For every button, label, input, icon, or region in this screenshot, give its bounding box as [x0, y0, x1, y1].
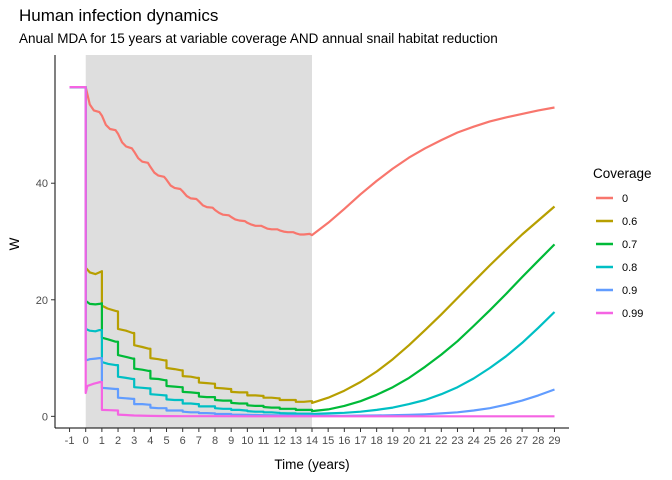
x-tick-label: 22: [435, 435, 447, 447]
x-tick-label: 14: [306, 435, 318, 447]
x-tick-label: 23: [451, 435, 463, 447]
x-axis-title: Time (years): [274, 457, 349, 472]
x-tick-label: 21: [419, 435, 431, 447]
x-tick-label: 0: [83, 435, 89, 447]
x-tick-label: 20: [403, 435, 415, 447]
series-layer: [69, 86, 556, 418]
x-tick-label: 28: [532, 435, 544, 447]
x-tick-label: 2: [115, 435, 121, 447]
y-tick-label: 40: [36, 178, 48, 190]
series-line-4: [69, 86, 555, 417]
y-tick-label: 20: [36, 295, 48, 307]
series-line-2: [69, 86, 556, 413]
chart-subtitle: Anual MDA for 15 years at variable cover…: [19, 31, 498, 46]
y-axis-title: W: [7, 237, 22, 250]
series-line-0: [69, 86, 555, 237]
x-tick-label: 16: [338, 435, 350, 447]
legend-label-2: 0.7: [622, 239, 637, 251]
x-tick-label: -1: [65, 435, 75, 447]
x-tick-label: 10: [241, 435, 253, 447]
x-tick-label: 29: [548, 435, 560, 447]
x-tick-label: 24: [468, 435, 480, 447]
x-tick-label: 25: [484, 435, 496, 447]
x-tick-label: 13: [290, 435, 302, 447]
legend-label-0: 0: [622, 193, 628, 205]
x-tick-label: 26: [500, 435, 512, 447]
x-tick-label: 27: [516, 435, 528, 447]
legend-label-4: 0.9: [622, 285, 637, 297]
x-ticks: -1 0 1 2 3 4 5 6 7 8 9 10 11 12 13 14 15 16 17 18 19 20 21 22 23…: [65, 428, 561, 447]
x-tick-label: 7: [196, 435, 202, 447]
series-line-1: [69, 86, 556, 404]
y-ticks: 0 20 40: [36, 178, 55, 423]
chart-title: Human infection dynamics: [19, 6, 219, 25]
x-tick-label: 18: [371, 435, 383, 447]
y-tick-label: 0: [42, 411, 48, 423]
legend-label-5: 0.99: [622, 308, 643, 320]
shaded-region: [85, 55, 312, 428]
x-tick-label: 17: [354, 435, 366, 447]
legend-label-1: 0.6: [622, 216, 637, 228]
legend: Coverage 0 0.6 0.7 0.8 0.9 0.99: [593, 166, 652, 320]
x-tick-label: 3: [131, 435, 137, 447]
x-tick-label: 11: [258, 435, 269, 447]
series-line-5: [69, 86, 555, 418]
x-tick-label: 15: [322, 435, 334, 447]
legend-label-3: 0.8: [622, 262, 637, 274]
x-tick-label: 8: [212, 435, 218, 447]
x-tick-label: 4: [147, 435, 153, 447]
legend-title: Coverage: [593, 166, 652, 181]
x-tick-label: 1: [99, 435, 105, 447]
x-tick-label: 6: [180, 435, 186, 447]
series-line-3: [69, 86, 556, 416]
x-tick-label: 5: [163, 435, 169, 447]
x-tick-label: 12: [274, 435, 286, 447]
x-tick-label: 19: [387, 435, 399, 447]
x-tick-label: 9: [228, 435, 234, 447]
